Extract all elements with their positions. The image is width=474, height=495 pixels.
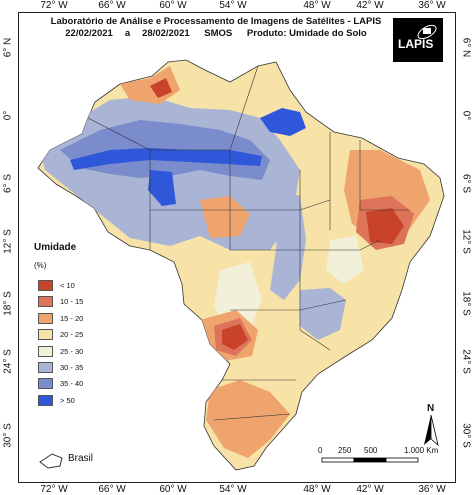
legend-label: 15 - 20 — [60, 313, 84, 323]
lon-tick: 60° W — [159, 484, 187, 495]
brasil-label: Brasil — [68, 453, 94, 464]
zone-lt10-north — [150, 78, 172, 98]
legend-label: > 50 — [60, 395, 75, 405]
lab-name: Laboratório de Análise e Processamento d… — [50, 16, 382, 27]
legend-item: 30 - 35 — [38, 362, 138, 375]
date-start: 22/02/2021 — [65, 28, 113, 39]
lon-tick: 36° W — [418, 0, 446, 11]
legend-swatch — [38, 329, 53, 341]
legend-swatch — [38, 296, 53, 308]
lon-tick: 72° W — [40, 0, 68, 11]
zone-15-20-central — [200, 196, 250, 238]
date-sep: a — [124, 28, 131, 39]
zone-15-20-south — [206, 380, 290, 458]
legend-label: 35 - 40 — [60, 379, 84, 389]
zone-30-35-center — [270, 190, 306, 300]
legend-swatch — [38, 362, 53, 373]
lon-tick: 66° W — [98, 484, 126, 495]
legend-label: 25 - 30 — [60, 346, 84, 356]
scale-label: 0 — [318, 446, 323, 455]
legend-swatch — [38, 280, 53, 291]
logo-text: LAPIS — [398, 37, 434, 51]
state-borders — [87, 65, 410, 421]
north-arrow: N — [420, 403, 442, 449]
scale-label: 1.000 Km — [404, 446, 439, 455]
lon-tick: 42° W — [356, 484, 384, 495]
legend-item: 35 - 40 — [38, 378, 138, 391]
legend-swatch — [38, 345, 53, 357]
legend-item: 20 - 25 — [38, 329, 138, 342]
legend-label: 20 - 25 — [60, 330, 84, 340]
lon-tick: 54° W — [219, 0, 247, 11]
legend-swatch — [38, 394, 53, 406]
map-title: Laboratório de Análise e Processamento d… — [26, 16, 406, 40]
lon-tick: 36° W — [418, 484, 446, 495]
lapis-logo: LAPIS — [393, 18, 443, 62]
legend-swatch — [38, 378, 53, 390]
lon-tick: 48° W — [303, 484, 331, 495]
legend-item: > 50 — [38, 394, 138, 408]
zone-lt10-northeast — [366, 208, 404, 244]
date-end: 28/02/2021 — [142, 28, 190, 39]
scale-bar — [321, 457, 419, 463]
legend-unit: (%) — [34, 261, 47, 270]
lon-tick: 72° W — [40, 484, 68, 495]
zone-gt50-delta — [260, 108, 306, 136]
sensor-name: SMOS — [204, 28, 233, 39]
legend-label: 10 - 15 — [60, 297, 84, 307]
title-subline: 22/02/2021 a 28/02/2021 SMOS Produto: Umid… — [26, 28, 406, 40]
north-arrow-icon — [424, 415, 439, 447]
scale-label: 250 — [338, 446, 352, 455]
lon-tick: 60° W — [159, 0, 187, 11]
scale-label: 500 — [364, 446, 378, 455]
legend-swatch — [38, 312, 53, 324]
satellite-icon — [417, 24, 437, 40]
legend-item: < 10 — [38, 280, 138, 293]
legend-item: 10 - 15 — [38, 296, 138, 309]
lon-tick: 48° W — [303, 0, 331, 11]
brasil-boundary-symbol — [39, 453, 63, 469]
legend: Umidade (%) — [34, 242, 114, 270]
zone-30-35-southeast — [300, 288, 346, 340]
zone-lt10-mato-grosso-sul — [222, 324, 248, 350]
product-name: Produto: Umidade do Solo — [246, 28, 367, 39]
lon-tick: 54° W — [219, 484, 247, 495]
legend-item: 25 - 30 — [38, 345, 138, 359]
lon-tick: 66° W — [98, 0, 126, 11]
lon-tick: 42° W — [356, 0, 384, 11]
north-label: N — [427, 403, 435, 414]
legend-item: 15 - 20 — [38, 312, 138, 326]
zone-25-30-east — [326, 236, 364, 284]
legend-label: 30 - 35 — [60, 363, 84, 372]
legend-label: < 10 — [60, 281, 75, 290]
zone-gt50-south-amazon — [148, 170, 176, 206]
zone-gt50-rivers — [70, 148, 262, 170]
legend-title: Umidade — [34, 242, 77, 253]
